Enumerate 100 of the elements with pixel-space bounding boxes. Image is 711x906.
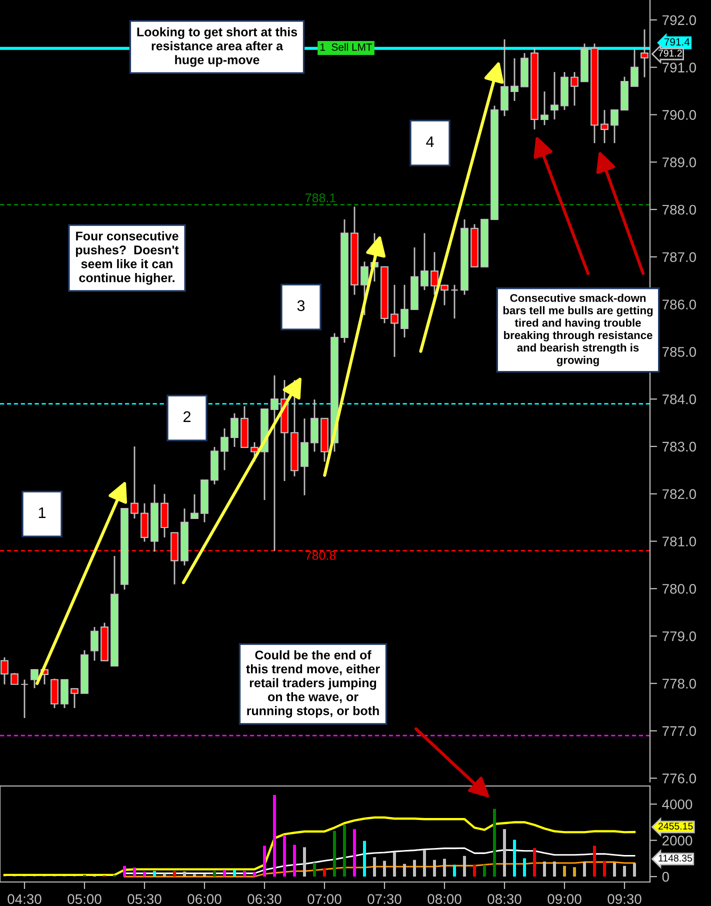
y-tick-label: 2000 <box>662 836 692 846</box>
y-tick-label: 779.0 <box>662 631 696 642</box>
bar <box>283 834 286 877</box>
bar <box>123 866 126 877</box>
ref-line-label: 788.1 <box>306 193 336 202</box>
bar <box>533 848 536 877</box>
candlestick <box>570 71 578 106</box>
candlestick <box>610 109 618 144</box>
y-tick-label: 777.0 <box>662 726 696 736</box>
candlestick <box>90 626 98 662</box>
text: 791.2 <box>658 50 682 57</box>
candlestick <box>630 48 638 87</box>
annotation: Consecutive smack-down bars tell me bulls are getting tired and having trouble breaking through resistance and bearish strength is growing <box>503 294 653 366</box>
bar <box>353 829 356 877</box>
x-tick-label: 08:00 <box>428 894 462 904</box>
candlestick <box>300 418 308 496</box>
bar <box>413 860 416 877</box>
y-tick-label: 786.0 <box>662 300 696 310</box>
candlestick <box>270 374 278 552</box>
bar <box>393 852 396 877</box>
bar <box>403 864 406 877</box>
bar <box>583 862 586 877</box>
bar <box>633 863 636 877</box>
bar <box>523 858 526 877</box>
x-tick-label: 05:00 <box>68 894 102 904</box>
x-tick-label: 04:30 <box>8 894 42 904</box>
candlestick <box>0 656 8 686</box>
y-tick-label: 783.0 <box>662 442 696 452</box>
bar <box>363 840 366 877</box>
bar <box>193 874 196 877</box>
candlestick <box>20 678 28 719</box>
bar <box>613 862 616 877</box>
bar <box>303 847 306 877</box>
bar <box>213 870 216 877</box>
bar <box>143 871 146 877</box>
candlestick <box>390 284 398 358</box>
annotation: Could be the end of this trend move, either retail traders jumping on the wave, or running stops, or both <box>246 650 380 718</box>
bar <box>433 860 436 877</box>
candlestick <box>430 251 438 296</box>
y-tick-label: 784.0 <box>662 394 696 404</box>
candlestick <box>540 90 548 126</box>
candlestick <box>70 688 78 709</box>
candlestick <box>30 668 38 689</box>
bar <box>443 858 446 877</box>
y-tick-label: 790.0 <box>662 110 696 120</box>
bar <box>543 862 546 877</box>
y-tick-label: 781.0 <box>662 536 696 546</box>
annotation: 4 <box>426 136 434 147</box>
bar <box>293 844 296 877</box>
bar <box>263 846 266 877</box>
candlestick <box>130 446 138 520</box>
bar <box>623 866 626 877</box>
y-tick-label: 782.0 <box>662 489 696 500</box>
y-tick-label: 792.0 <box>662 15 696 26</box>
candlestick <box>440 284 448 306</box>
bar <box>343 824 346 877</box>
y-tick-label: 788.0 <box>662 204 696 215</box>
bar <box>133 868 136 877</box>
bar <box>243 870 246 877</box>
y-tick-label: 778.0 <box>662 678 696 689</box>
annotation: Four consecutive pushes? Doesn't seem like it can continue higher. <box>76 231 179 285</box>
candlestick <box>10 672 18 686</box>
y-tick-label: 776.0 <box>662 774 696 784</box>
bar <box>573 867 576 877</box>
line-series <box>124 847 636 874</box>
bar <box>603 860 606 877</box>
annotation: Looking to get short at this resistance area after a huge up-move <box>137 27 298 67</box>
bar <box>183 871 186 877</box>
annotation: 1 <box>38 507 46 518</box>
text: 1148.35 <box>658 854 692 862</box>
x-tick-label: 06:00 <box>188 894 222 904</box>
x-tick-label: 08:30 <box>488 894 522 904</box>
bar <box>593 846 596 877</box>
bar <box>513 840 516 877</box>
y-tick-label: 4000 <box>662 799 692 810</box>
candlestick <box>600 109 608 144</box>
y-tick-label: 785.0 <box>662 346 696 357</box>
annotation: 2 <box>184 411 190 422</box>
bar <box>463 856 466 877</box>
bar <box>373 857 376 877</box>
x-tick-label: 06:30 <box>248 894 282 904</box>
bar <box>313 862 316 877</box>
bar <box>553 862 556 877</box>
x-tick-label: 05:30 <box>128 894 162 904</box>
candlestick <box>550 71 558 120</box>
candlestick <box>230 412 238 448</box>
line-series <box>3 816 636 876</box>
bar <box>323 868 326 877</box>
bar <box>153 870 156 877</box>
candlestick <box>220 428 228 471</box>
x-tick-label: 07:30 <box>368 894 402 904</box>
bar <box>273 795 276 877</box>
candlestick <box>500 38 508 117</box>
candlestick <box>420 232 428 291</box>
bar <box>383 860 386 877</box>
candlestick <box>510 58 518 102</box>
x-tick-label: 09:00 <box>548 894 582 904</box>
ref-line-label: 780.8 <box>306 551 336 560</box>
text: 2455.15 <box>658 822 693 830</box>
y-tick-label: 791.0 <box>662 62 696 72</box>
